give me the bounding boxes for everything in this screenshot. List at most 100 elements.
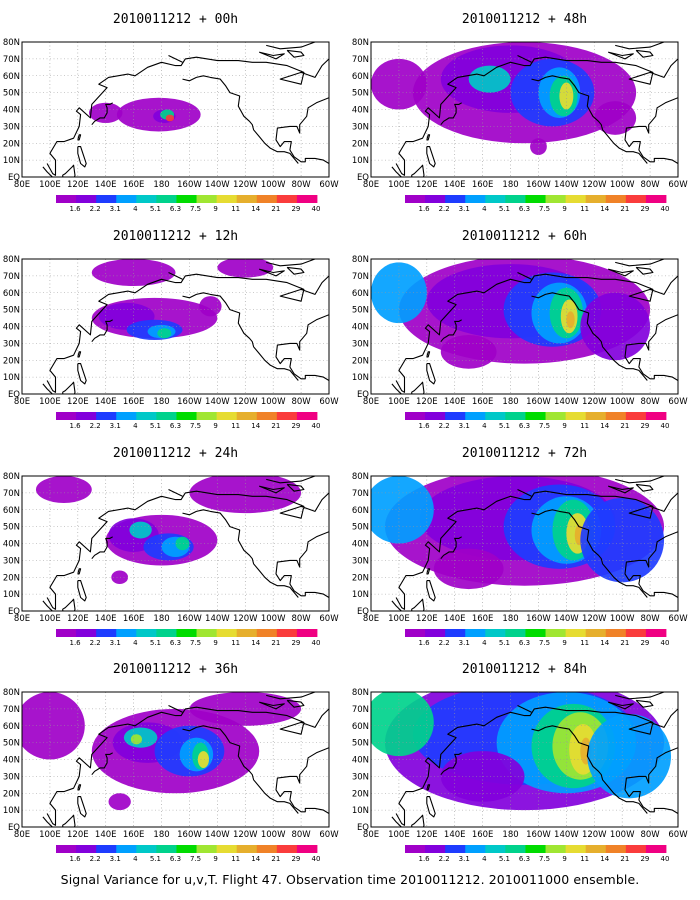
lat-tick-label: EQ [8,607,20,617]
colorbar-swatch [116,195,137,203]
lat-tick-label: 80N [352,472,369,482]
lon-tick-label: 100E [388,830,410,840]
lat-tick-label: 20N [352,139,369,149]
lat-tick-label: 60N [3,72,20,82]
variance-contour [91,259,176,286]
lon-tick-label: 80W [640,180,660,190]
lon-tick-label: 100E [39,180,61,190]
lon-tick-label: 100W [261,614,286,624]
lon-tick-label: 100W [261,397,286,407]
lon-tick-label: 160E [123,180,145,190]
colorbar-swatch [136,412,157,420]
panel-title: 2010011212 + 60h [462,229,587,244]
colorbar-swatch [425,412,446,420]
coastline [46,490,329,610]
lon-tick-label: 120E [416,614,438,624]
colorbar-swatch [405,629,426,637]
colorbar-label: 9 [562,639,566,647]
coastline [391,383,403,394]
lon-tick-label: 140E [444,180,466,190]
coastline [61,381,76,394]
colorbar-label: 40 [661,422,670,430]
coastline [410,814,425,827]
coastline [426,134,431,141]
lon-tick-label: 180 [502,180,518,190]
colorbar-swatch [216,412,238,420]
lon-tick-label: 120W [582,830,607,840]
colorbar-swatch [256,195,278,203]
coastline [258,485,285,494]
coastline [91,319,113,343]
coastline [410,164,425,177]
colorbar-swatch [645,629,667,637]
coastline [266,42,316,50]
colorbar-label: 7.5 [539,422,550,430]
lat-tick-label: EQ [357,607,369,617]
coastline [42,816,54,827]
figure-caption: Signal Variance for u,v,T. Flight 47. Ob… [60,872,640,887]
coastlines [391,692,678,827]
coastline [395,56,678,176]
colorbar-label: 11 [231,422,240,430]
lon-tick-label: 140E [444,614,466,624]
lon-tick-label: 140W [205,614,230,624]
coastline [531,725,648,814]
variance-field [371,692,672,811]
colorbar-swatch [156,629,177,637]
lon-tick-label: 60W [668,180,688,190]
lon-tick-label: 80W [640,397,660,407]
lon-tick-label: 80E [363,830,379,840]
colorbar-label: 7.5 [190,205,201,213]
colorbar-swatch [445,412,466,420]
lat-tick-label: 50N [352,306,369,316]
colorbar-label: 4 [482,639,487,647]
colorbar-label: 6.3 [170,205,181,213]
lon-tick-label: 180 [153,180,169,190]
lat-tick-label: 10N [352,156,369,166]
colorbar-swatch [565,629,587,637]
lon-tick-label: 140W [554,614,579,624]
lon-tick-label: 140W [205,180,230,190]
colorbar-swatch [565,845,587,853]
lon-tick-label: 80W [291,830,311,840]
coastline [391,600,403,611]
colorbar-label: 11 [231,639,240,647]
colorbar-swatch [276,195,298,203]
colorbar-label: 2.2 [90,639,101,647]
colorbar-label: 9 [562,205,566,213]
lon-tick-label: 120E [67,180,89,190]
lat-tick-label: 80N [352,38,369,48]
variance-contour [587,713,672,799]
colorbar-swatch [216,629,238,637]
coastline [440,102,462,126]
colorbar-swatch [196,195,218,203]
colorbar-swatch [525,195,546,203]
colorbar-label: 11 [231,205,240,213]
colorbar-swatch [96,629,117,637]
lon-tick-label: 100W [610,830,635,840]
coastline [258,701,285,710]
colorbar-label: 40 [312,639,321,647]
coastline [391,816,403,827]
colorbar-label: 14 [600,855,609,863]
colorbar-label: 2.2 [90,855,101,863]
lon-tick-label: 140E [444,830,466,840]
variance-contour [580,497,665,583]
colorbar-swatch [505,845,526,853]
colorbar-swatch [76,845,97,853]
coastline [517,272,532,280]
lon-tick-label: 160E [472,614,494,624]
lat-tick-label: 70N [352,705,369,715]
coastline [286,266,305,275]
lat-tick-label: 70N [3,55,20,65]
lat-tick-label: 40N [352,323,369,333]
lat-tick-label: EQ [357,823,369,833]
coastline [426,568,431,575]
lon-tick-label: 160E [472,830,494,840]
lat-tick-label: 60N [3,289,20,299]
lon-tick-label: 80W [640,830,660,840]
lat-tick-label: 40N [3,756,20,766]
colorbar-label: 3.1 [459,855,470,863]
map-frame [370,41,679,178]
colorbar-swatch [605,195,627,203]
